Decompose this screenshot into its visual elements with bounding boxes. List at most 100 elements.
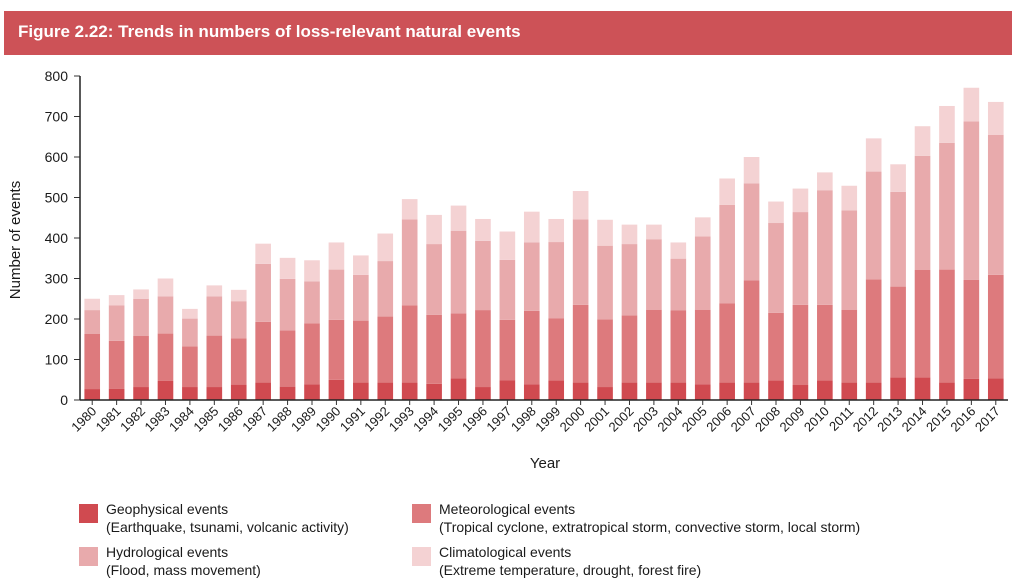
- bar-segment-climatological-1981: [108, 295, 125, 306]
- bar-segment-meteorological-2006: [719, 303, 735, 383]
- bar-segment-geophysical-2006: [719, 382, 735, 400]
- bar-segment-geophysical-1984: [182, 387, 198, 400]
- x-tick-label: 1992: [361, 404, 392, 435]
- bar-segment-geophysical-1991: [353, 382, 369, 400]
- bar-segment-climatological-1995: [450, 205, 467, 231]
- x-tick-label: 1985: [190, 404, 221, 435]
- bar-segment-geophysical-2000: [572, 382, 589, 400]
- bar-segment-climatological-2001: [597, 219, 613, 246]
- bar-segment-hydrological-1996: [475, 240, 491, 311]
- bar-segment-meteorological-1991: [353, 320, 369, 383]
- x-tick-label: 2007: [728, 404, 759, 435]
- x-tick-label: 2000: [557, 404, 588, 435]
- bar-segment-geophysical-2015: [939, 382, 955, 400]
- bar-segment-hydrological-2002: [621, 244, 638, 316]
- bar-segment-climatological-2005: [694, 217, 711, 237]
- bar-segment-hydrological-2015: [939, 142, 955, 270]
- bar-segment-hydrological-2008: [768, 223, 784, 313]
- bar-segment-hydrological-2000: [572, 219, 589, 305]
- x-tick-label: 2015: [923, 404, 954, 435]
- bar-segment-climatological-2016: [963, 87, 980, 122]
- bar-segment-meteorological-1996: [475, 310, 491, 388]
- x-tick-label: 2004: [654, 404, 685, 435]
- bar-segment-meteorological-1985: [206, 335, 223, 388]
- bar-segment-climatological-2007: [743, 157, 760, 184]
- bar-segment-climatological-1990: [328, 242, 345, 270]
- bar-segment-geophysical-1989: [304, 384, 320, 400]
- bar-segment-climatological-2011: [841, 185, 858, 211]
- bar-segment-geophysical-1993: [401, 382, 418, 400]
- bar-segment-climatological-1986: [230, 289, 247, 302]
- x-tick-label: 2014: [899, 404, 930, 435]
- legend-swatch-geophysical: [79, 504, 98, 523]
- bar-segment-meteorological-2010: [817, 304, 833, 381]
- x-tick-label: 1981: [93, 404, 124, 435]
- x-tick-label: 1980: [68, 404, 99, 435]
- bar-segment-geophysical-1997: [499, 380, 516, 400]
- bar-segment-geophysical-2002: [621, 382, 638, 400]
- bar-segment-hydrological-1989: [304, 281, 320, 324]
- bar-segment-climatological-2009: [792, 188, 809, 213]
- bar-segment-climatological-1982: [133, 289, 149, 299]
- legend-swatch-hydrological: [79, 547, 98, 566]
- x-tick-label: 1993: [386, 404, 417, 435]
- bar-segment-meteorological-2015: [939, 269, 955, 383]
- bar-segment-climatological-1983: [157, 278, 174, 297]
- bar-segment-hydrological-2003: [646, 239, 662, 310]
- bar-segment-meteorological-2005: [694, 309, 711, 385]
- bar-segment-hydrological-1995: [450, 230, 467, 314]
- bar-segment-climatological-1985: [206, 285, 223, 297]
- bar-segment-hydrological-1990: [328, 269, 345, 320]
- bar-segment-meteorological-2002: [621, 315, 638, 383]
- bar-segment-hydrological-1992: [377, 261, 394, 317]
- x-tick-label: 1997: [483, 404, 514, 435]
- bar-segment-meteorological-2009: [792, 304, 809, 386]
- bar-segment-climatological-1989: [304, 260, 320, 282]
- bar-segment-meteorological-1986: [230, 338, 247, 385]
- bar-segment-hydrological-1997: [499, 259, 516, 320]
- x-tick-label: 2016: [947, 404, 978, 435]
- bar-segment-hydrological-2013: [890, 191, 906, 287]
- bar-segment-geophysical-1980: [84, 389, 101, 400]
- bar-segment-hydrological-2001: [597, 245, 613, 320]
- bar-segment-geophysical-2009: [792, 385, 809, 400]
- x-tick-label: 2013: [874, 404, 905, 435]
- bar-segment-meteorological-1995: [450, 313, 467, 379]
- bar-segment-hydrological-1981: [108, 305, 125, 341]
- x-axis-label: Year: [530, 455, 560, 472]
- x-tick-label: 2001: [581, 404, 612, 435]
- x-tick-label: 1994: [410, 404, 441, 435]
- legend-detail: (Earthquake, tsunami, volcanic activity): [106, 519, 349, 535]
- y-tick-label: 600: [45, 149, 69, 165]
- bar-segment-geophysical-2007: [743, 382, 760, 400]
- bar-segment-climatological-1999: [548, 218, 565, 243]
- bar-segment-climatological-1984: [182, 308, 198, 319]
- bar-segment-hydrological-1982: [133, 298, 149, 337]
- bar-segment-geophysical-1994: [426, 383, 442, 400]
- bar-segment-hydrological-1986: [230, 301, 247, 339]
- bar-segment-hydrological-1998: [523, 242, 540, 311]
- legend-title: Climatological events: [439, 544, 572, 560]
- y-tick-label: 700: [45, 109, 69, 125]
- bar-segment-geophysical-2008: [768, 380, 784, 400]
- x-tick-label: 1990: [312, 404, 343, 435]
- bar-segment-climatological-1980: [84, 298, 101, 311]
- bar-segment-geophysical-1982: [133, 387, 149, 400]
- x-tick-label: 2010: [801, 404, 832, 435]
- legend-detail: (Flood, mass movement): [106, 562, 261, 578]
- x-tick-label: 2006: [703, 404, 734, 435]
- figure-title-banner: Figure 2.22: Trends in numbers of loss-r…: [4, 11, 1012, 55]
- bar-segment-geophysical-1985: [206, 387, 223, 400]
- bar-segment-climatological-2017: [987, 101, 1004, 135]
- x-tick-label: 2002: [606, 404, 637, 435]
- bar-segment-hydrological-2010: [817, 190, 833, 305]
- bar-segment-hydrological-1985: [206, 296, 223, 336]
- bar-segment-geophysical-1981: [108, 388, 125, 400]
- bar-segment-climatological-1987: [255, 243, 271, 264]
- bar-segment-climatological-2010: [817, 172, 833, 191]
- bar-segment-climatological-2000: [572, 191, 589, 220]
- legend-title: Meteorological events: [439, 501, 576, 517]
- bar-segment-hydrological-1984: [182, 318, 198, 347]
- bar-segment-meteorological-1994: [426, 314, 442, 384]
- bar-segment-hydrological-1991: [353, 274, 369, 321]
